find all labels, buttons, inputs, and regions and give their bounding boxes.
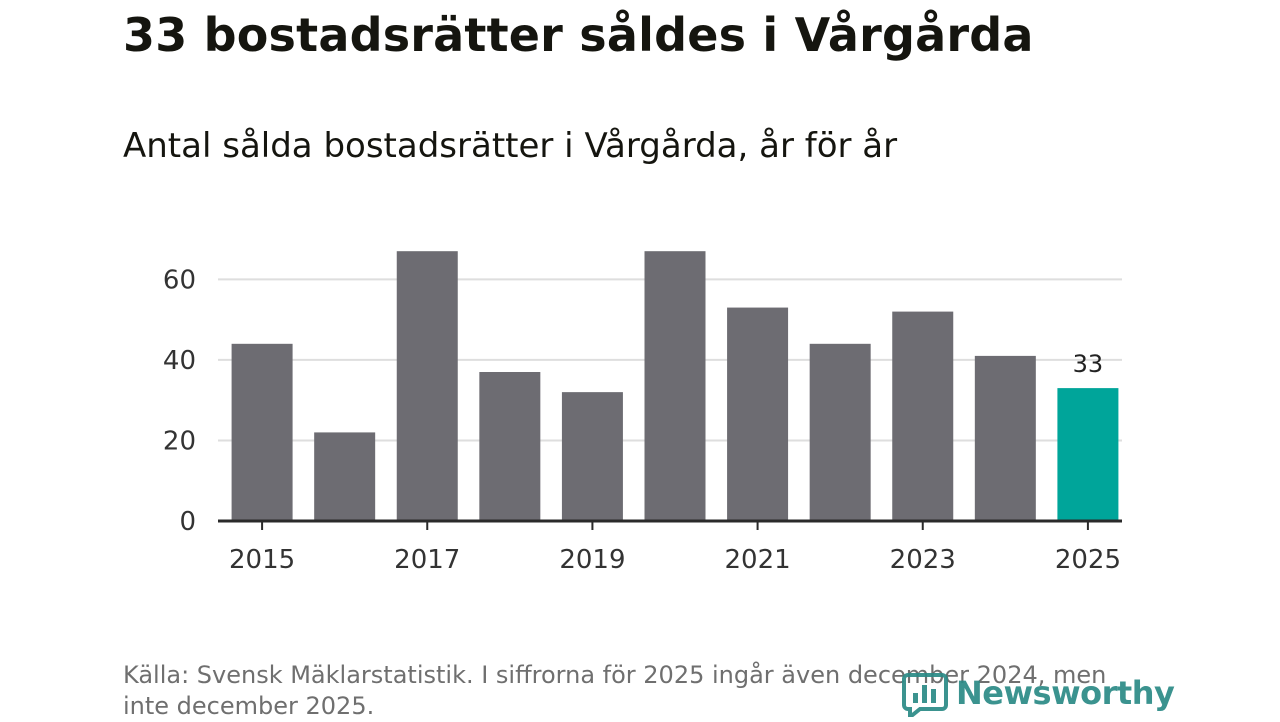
x-tick-label: 2025 xyxy=(1055,545,1121,575)
x-tick-label: 2017 xyxy=(394,545,460,575)
source-note: Källa: Svensk Mäklarstatistik. I siffror… xyxy=(123,661,1107,720)
y-tick-label: 60 xyxy=(163,265,196,295)
bar-2023 xyxy=(892,311,954,521)
x-tick-label: 2021 xyxy=(724,545,790,575)
axes xyxy=(218,519,1122,530)
logo-text: Newsworthy xyxy=(956,674,1175,712)
bar-chart: 0 20 40 60 33 2015 2017 2019 2021 2023 2025 xyxy=(163,251,1122,575)
chart-headline: 33 bostadsrätter såldes i Vårgårda xyxy=(123,8,1034,62)
highlight-value-label: 33 xyxy=(1073,350,1104,378)
bar-2024 xyxy=(974,355,1036,521)
newsworthy-logo: Newsworthy xyxy=(902,668,1175,718)
bar-chart-icon xyxy=(902,673,948,717)
bars xyxy=(231,251,1119,522)
bar-2025 xyxy=(1057,388,1119,521)
chart-subtitle: Antal sålda bostadsrätter i Vårgårda, år… xyxy=(123,126,898,166)
y-tick-label: 20 xyxy=(163,426,196,456)
bar-2021 xyxy=(727,307,789,521)
y-tick-label: 0 xyxy=(179,507,196,537)
bar-2022 xyxy=(809,343,871,521)
labels: 0 20 40 60 33 2015 2017 2019 2021 2023 2025 xyxy=(163,265,1121,575)
bar-2019 xyxy=(561,392,623,521)
bar-2017 xyxy=(396,251,458,522)
x-tick-label: 2019 xyxy=(559,545,625,575)
bar-2016 xyxy=(314,432,376,521)
x-tick-label: 2015 xyxy=(229,545,295,575)
bar-2015 xyxy=(231,343,293,521)
bar-2018 xyxy=(479,372,541,521)
x-tick-label: 2023 xyxy=(890,545,956,575)
bar-2020 xyxy=(644,251,706,522)
y-tick-label: 40 xyxy=(163,346,196,376)
